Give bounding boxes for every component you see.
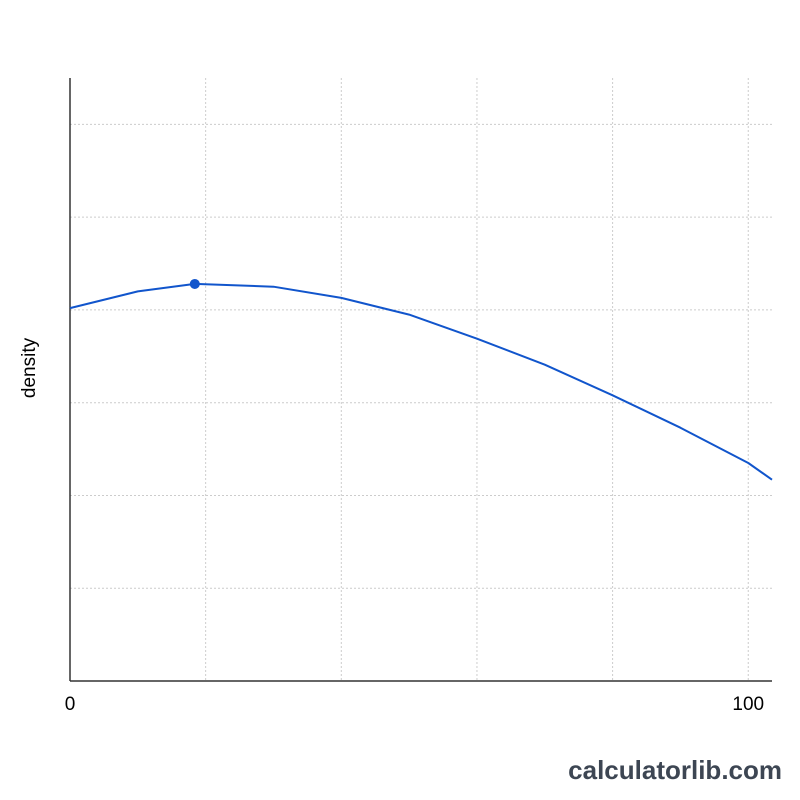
x-tick-label: 0 — [65, 694, 76, 715]
watermark: calculatorlib.com — [568, 755, 782, 785]
highlight-point — [189, 278, 200, 289]
line — [69, 282, 773, 481]
x-tick-label: 100 — [732, 694, 764, 715]
y-axis-label: density — [19, 337, 40, 398]
